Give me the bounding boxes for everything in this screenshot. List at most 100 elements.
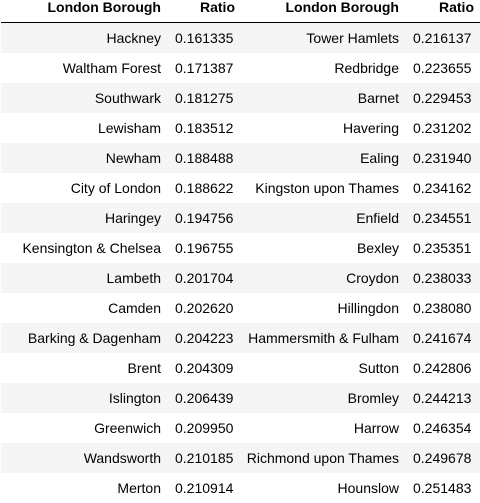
- ratio-value-cell: 0.210914: [167, 473, 241, 503]
- ratio-value-cell: 0.238080: [405, 293, 480, 323]
- borough-name-cell: Enfield: [240, 203, 405, 233]
- ratio-value-cell: 0.246354: [405, 413, 480, 443]
- borough-name-cell: City of London: [1, 173, 167, 203]
- ratio-value-cell: 0.216137: [405, 23, 480, 54]
- borough-name-cell: Hillingdon: [240, 293, 405, 323]
- ratio-value-cell: 0.202620: [167, 293, 241, 323]
- borough-name-cell: Barking & Dagenham: [1, 323, 167, 353]
- borough-name-cell: Camden: [1, 293, 167, 323]
- ratio-value-cell: 0.188488: [167, 143, 241, 173]
- ratio-value-cell: 0.244213: [405, 383, 480, 413]
- borough-name-cell: Redbridge: [240, 53, 405, 83]
- ratio-value-cell: 0.249678: [405, 443, 480, 473]
- borough-name-cell: Tower Hamlets: [240, 23, 405, 54]
- borough-name-cell: Islington: [1, 383, 167, 413]
- column-header-borough: London Borough: [240, 0, 405, 23]
- ratio-value-cell: 0.231940: [405, 143, 480, 173]
- borough-name-cell: Kensington & Chelsea: [1, 233, 167, 263]
- borough-name-cell: Croydon: [240, 263, 405, 293]
- borough-name-cell: Greenwich: [1, 413, 167, 443]
- borough-name-cell: Hammersmith & Fulham: [240, 323, 405, 353]
- ratio-value-cell: 0.235351: [405, 233, 480, 263]
- table-header-row: London Borough Ratio: [240, 0, 480, 23]
- borough-name-cell: Lewisham: [1, 113, 167, 143]
- borough-name-cell: Ealing: [240, 143, 405, 173]
- ratio-value-cell: 0.161335: [167, 23, 241, 54]
- ratio-value-cell: 0.171387: [167, 53, 241, 83]
- ratio-value-cell: 0.231202: [405, 113, 480, 143]
- ratio-value-cell: 0.204223: [167, 323, 241, 353]
- borough-name-cell: Merton: [1, 473, 167, 503]
- borough-name-cell: Haringey: [1, 203, 167, 233]
- borough-name-cell: Sutton: [240, 353, 405, 383]
- ratio-value-cell: 0.206439: [167, 383, 241, 413]
- borough-name-cell: Richmond upon Thames: [240, 443, 405, 473]
- ratio-value-cell: 0.194756: [167, 203, 241, 233]
- borough-name-cell: Havering: [240, 113, 405, 143]
- borough-name-cell: Bromley: [240, 383, 405, 413]
- ratio-value-cell: 0.201704: [167, 263, 241, 293]
- ratio-value-cell: 0.251483: [405, 473, 480, 503]
- borough-name-cell: Waltham Forest: [1, 53, 167, 83]
- ratio-value-cell: 0.229453: [405, 83, 480, 113]
- borough-name-cell: Hounslow: [240, 473, 405, 503]
- column-header-ratio: Ratio: [167, 0, 241, 23]
- borough-name-cell: Newham: [1, 143, 167, 173]
- ratio-value-cell: 0.196755: [167, 233, 241, 263]
- column-header-ratio: Ratio: [405, 0, 480, 23]
- borough-name-cell: Lambeth: [1, 263, 167, 293]
- table-header-row: London Borough Ratio: [1, 0, 241, 23]
- ratio-value-cell: 0.241674: [405, 323, 480, 353]
- ratio-value-cell: 0.234162: [405, 173, 480, 203]
- ratio-value-cell: 0.183512: [167, 113, 241, 143]
- borough-name-cell: Harrow: [240, 413, 405, 443]
- borough-name-cell: Hackney: [1, 23, 167, 54]
- borough-name-cell: Bexley: [240, 233, 405, 263]
- ratio-value-cell: 0.242806: [405, 353, 480, 383]
- ratio-value-cell: 0.181275: [167, 83, 241, 113]
- borough-name-cell: Wandsworth: [1, 443, 167, 473]
- ratio-value-cell: 0.204309: [167, 353, 241, 383]
- ratio-value-cell: 0.238033: [405, 263, 480, 293]
- ratio-value-cell: 0.234551: [405, 203, 480, 233]
- ratio-value-cell: 0.188622: [167, 173, 241, 203]
- borough-name-cell: Kingston upon Thames: [240, 173, 405, 203]
- ratio-value-cell: 0.223655: [405, 53, 480, 83]
- column-header-borough: London Borough: [1, 0, 167, 23]
- borough-name-cell: Brent: [1, 353, 167, 383]
- borough-name-cell: Barnet: [240, 83, 405, 113]
